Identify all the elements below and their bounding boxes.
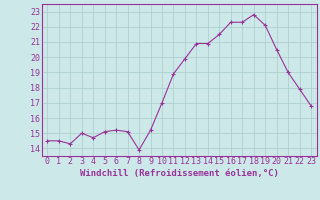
X-axis label: Windchill (Refroidissement éolien,°C): Windchill (Refroidissement éolien,°C): [80, 169, 279, 178]
